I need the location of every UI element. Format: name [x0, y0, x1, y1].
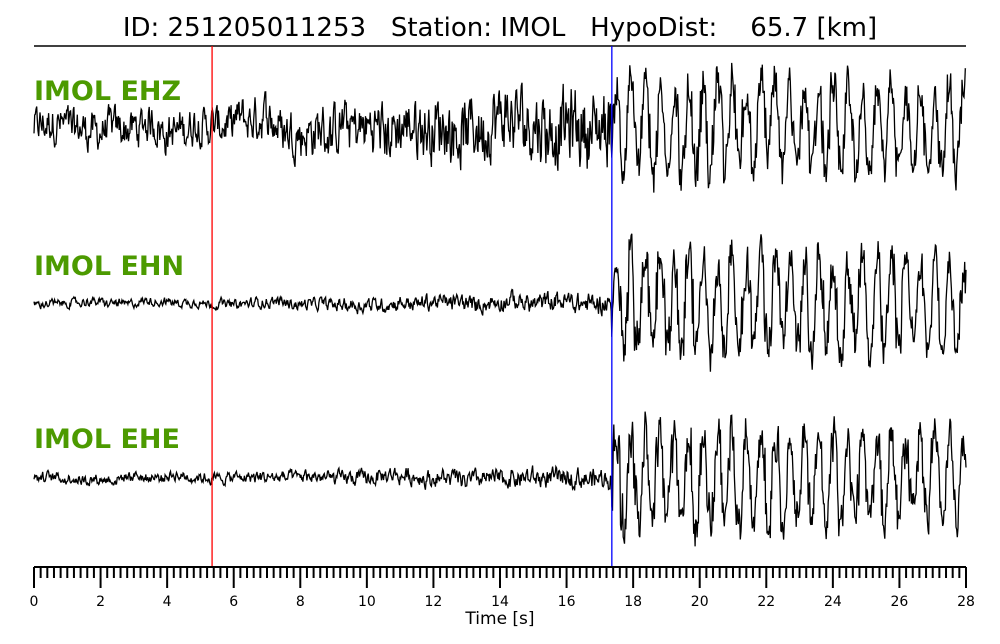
waveform-imol-ehe: [33, 411, 967, 547]
x-tick-label: 14: [491, 594, 509, 610]
x-tick-label: 20: [691, 594, 709, 610]
chart-title: ID: 251205011253 Station: IMOL HypoDist:…: [123, 13, 877, 43]
x-tick-label: 26: [891, 594, 909, 610]
x-tick-label: 0: [30, 594, 39, 610]
x-tick-label: 24: [824, 594, 842, 610]
x-tick-label: 4: [163, 594, 172, 610]
waveform-imol-ehz: [33, 62, 967, 193]
x-tick-label: 22: [757, 594, 775, 610]
x-tick-label: 18: [624, 594, 642, 610]
waveform-imol-ehn: [33, 233, 967, 372]
trace-label: IMOL EHE: [34, 424, 180, 455]
x-tick-label: 10: [358, 594, 376, 610]
trace-label: IMOL EHZ: [34, 76, 181, 107]
x-tick-label: 12: [425, 594, 443, 610]
x-tick-label: 8: [296, 594, 305, 610]
trace-label: IMOL EHN: [34, 251, 184, 282]
x-axis-label: Time [s]: [464, 609, 534, 629]
x-tick-label: 28: [957, 594, 975, 610]
x-tick-label: 16: [558, 594, 576, 610]
x-tick-label: 2: [96, 594, 105, 610]
x-tick-label: 6: [229, 594, 238, 610]
